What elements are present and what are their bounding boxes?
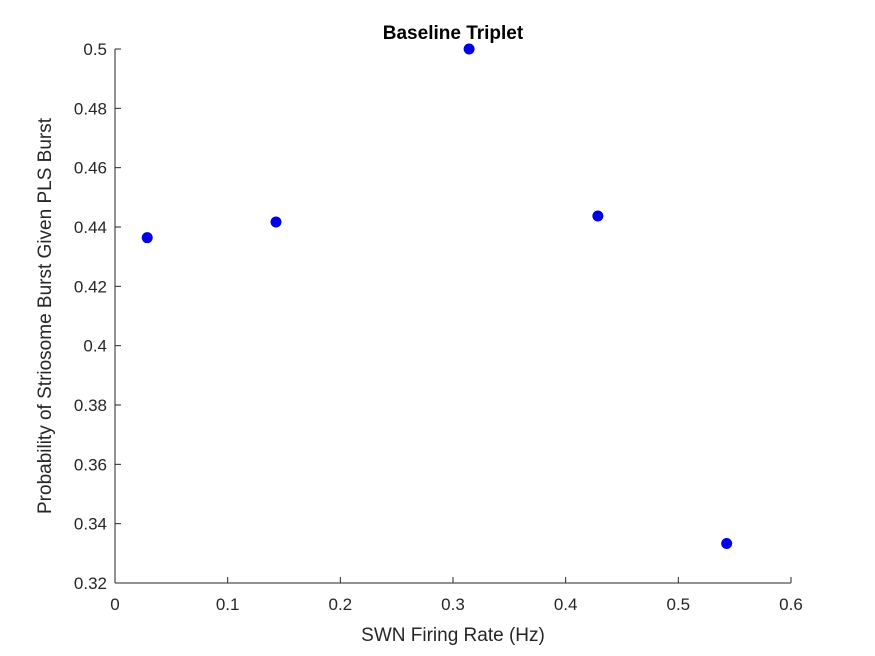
x-tick-label: 0.2 <box>329 595 353 614</box>
data-point <box>463 43 475 55</box>
y-tick-label: 0.32 <box>74 574 107 593</box>
y-tick-label: 0.48 <box>74 99 107 118</box>
y-tick-label: 0.34 <box>74 515 107 534</box>
data-point <box>721 538 733 550</box>
x-tick-label: 0 <box>110 595 119 614</box>
x-tick-label: 0.3 <box>441 595 465 614</box>
y-axis-title: Probability of Striosome Burst Given PLS… <box>35 117 56 514</box>
x-tick-label: 0.1 <box>216 595 240 614</box>
x-axis-title: SWN Firing Rate (Hz) <box>361 625 545 646</box>
x-tick-label: 0.6 <box>779 595 803 614</box>
data-point <box>141 232 153 244</box>
x-tick-label: 0.4 <box>554 595 578 614</box>
y-tick-label: 0.4 <box>83 337 107 356</box>
y-tick-label: 0.44 <box>74 218 107 237</box>
data-point <box>270 216 282 228</box>
ticks: 0 0.1 0.2 0.3 0.4 0.5 0.6 0.32 0.34 0.36 0.38 0.4 0.… <box>74 40 803 614</box>
y-tick-label: 0.38 <box>74 396 107 415</box>
data-points <box>141 43 733 550</box>
x-tick-label: 0.5 <box>667 595 691 614</box>
y-tick-label: 0.36 <box>74 455 107 474</box>
chart-title: Baseline Triplet <box>383 23 524 44</box>
data-point <box>592 210 604 222</box>
y-tick-label: 0.5 <box>83 40 107 59</box>
y-tick-label: 0.42 <box>74 277 107 296</box>
y-tick-label: 0.46 <box>74 159 107 178</box>
axes <box>114 49 791 584</box>
